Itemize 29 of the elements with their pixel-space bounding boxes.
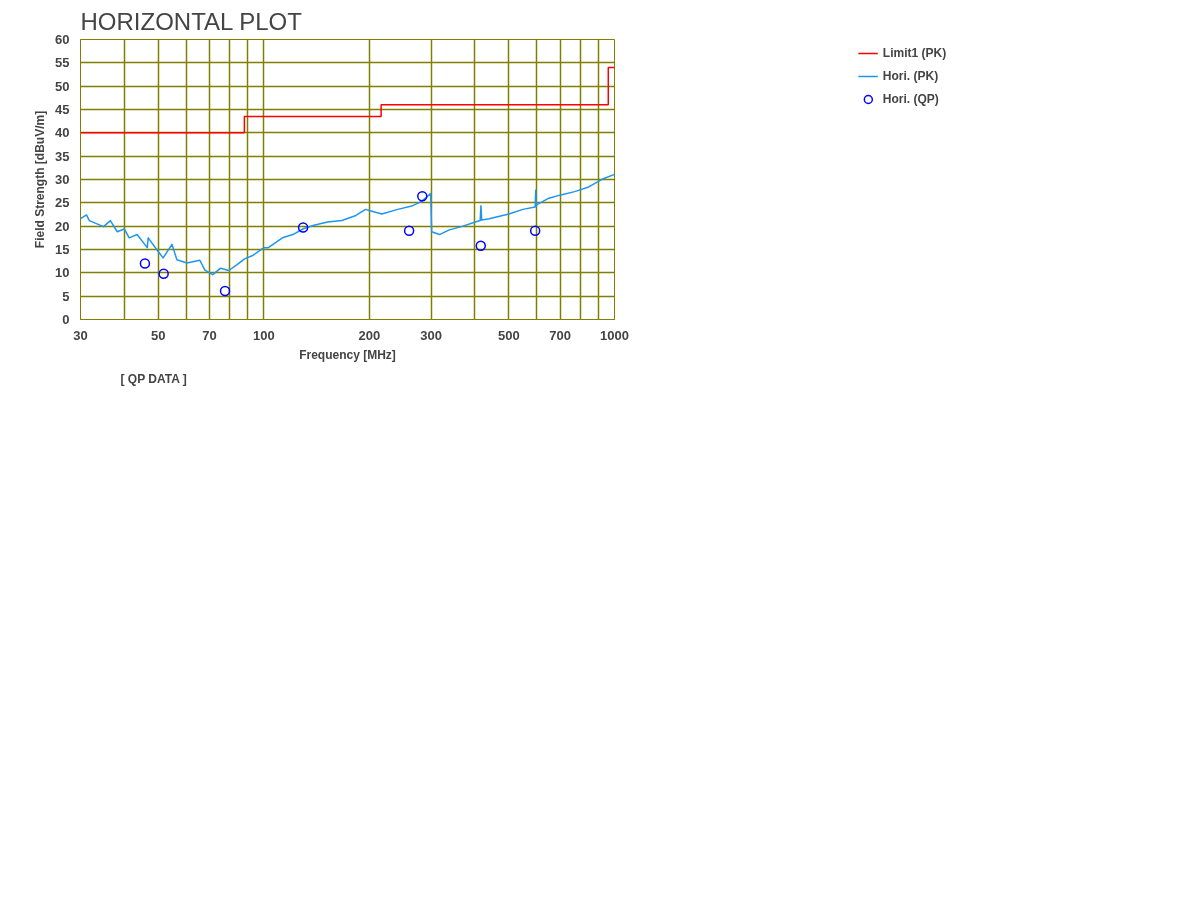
y-tick-label: 60	[55, 32, 70, 47]
y-tick-label: 25	[55, 195, 70, 211]
y-tick-label: 55	[55, 55, 70, 71]
x-tick-label: 30	[73, 327, 88, 343]
legend-label: Hori. (PK)	[882, 69, 940, 83]
x-tick-label: 300	[420, 327, 443, 343]
y-tick-label: 50	[55, 78, 70, 94]
x-tick-label: 100	[253, 327, 275, 343]
text: [ QP DATA ]	[120, 371, 187, 386]
y-tick-label: 10	[55, 265, 70, 281]
y-tick-label: 35	[55, 148, 70, 164]
chart-title: HORIZONTAL PLOT	[80, 7, 303, 35]
x-tick-label: 700	[549, 327, 572, 343]
legend-label: Limit1 (PK)	[882, 46, 947, 60]
y-axis-title: Field Strength [dBuV/m]	[33, 110, 48, 249]
y-tick-label: 30	[55, 172, 70, 187]
x-tick-label: 200	[358, 327, 381, 343]
x-tick-label: 70	[202, 327, 217, 343]
legend-label: Hori. (QP)	[882, 92, 940, 106]
y-tick-label: 15	[55, 242, 70, 257]
y-tick-label: 20	[55, 218, 70, 234]
y-tick-label: 40	[55, 125, 70, 141]
x-tick-label: 50	[151, 327, 166, 343]
x-tick-label: 500	[498, 327, 520, 343]
x-tick-label: 1000	[600, 327, 629, 343]
x-axis-title: Frequency [MHz]	[299, 347, 396, 362]
y-tick-label: 45	[55, 102, 70, 117]
y-tick-label: 5	[62, 288, 70, 304]
y-tick-label: 0	[62, 312, 70, 327]
